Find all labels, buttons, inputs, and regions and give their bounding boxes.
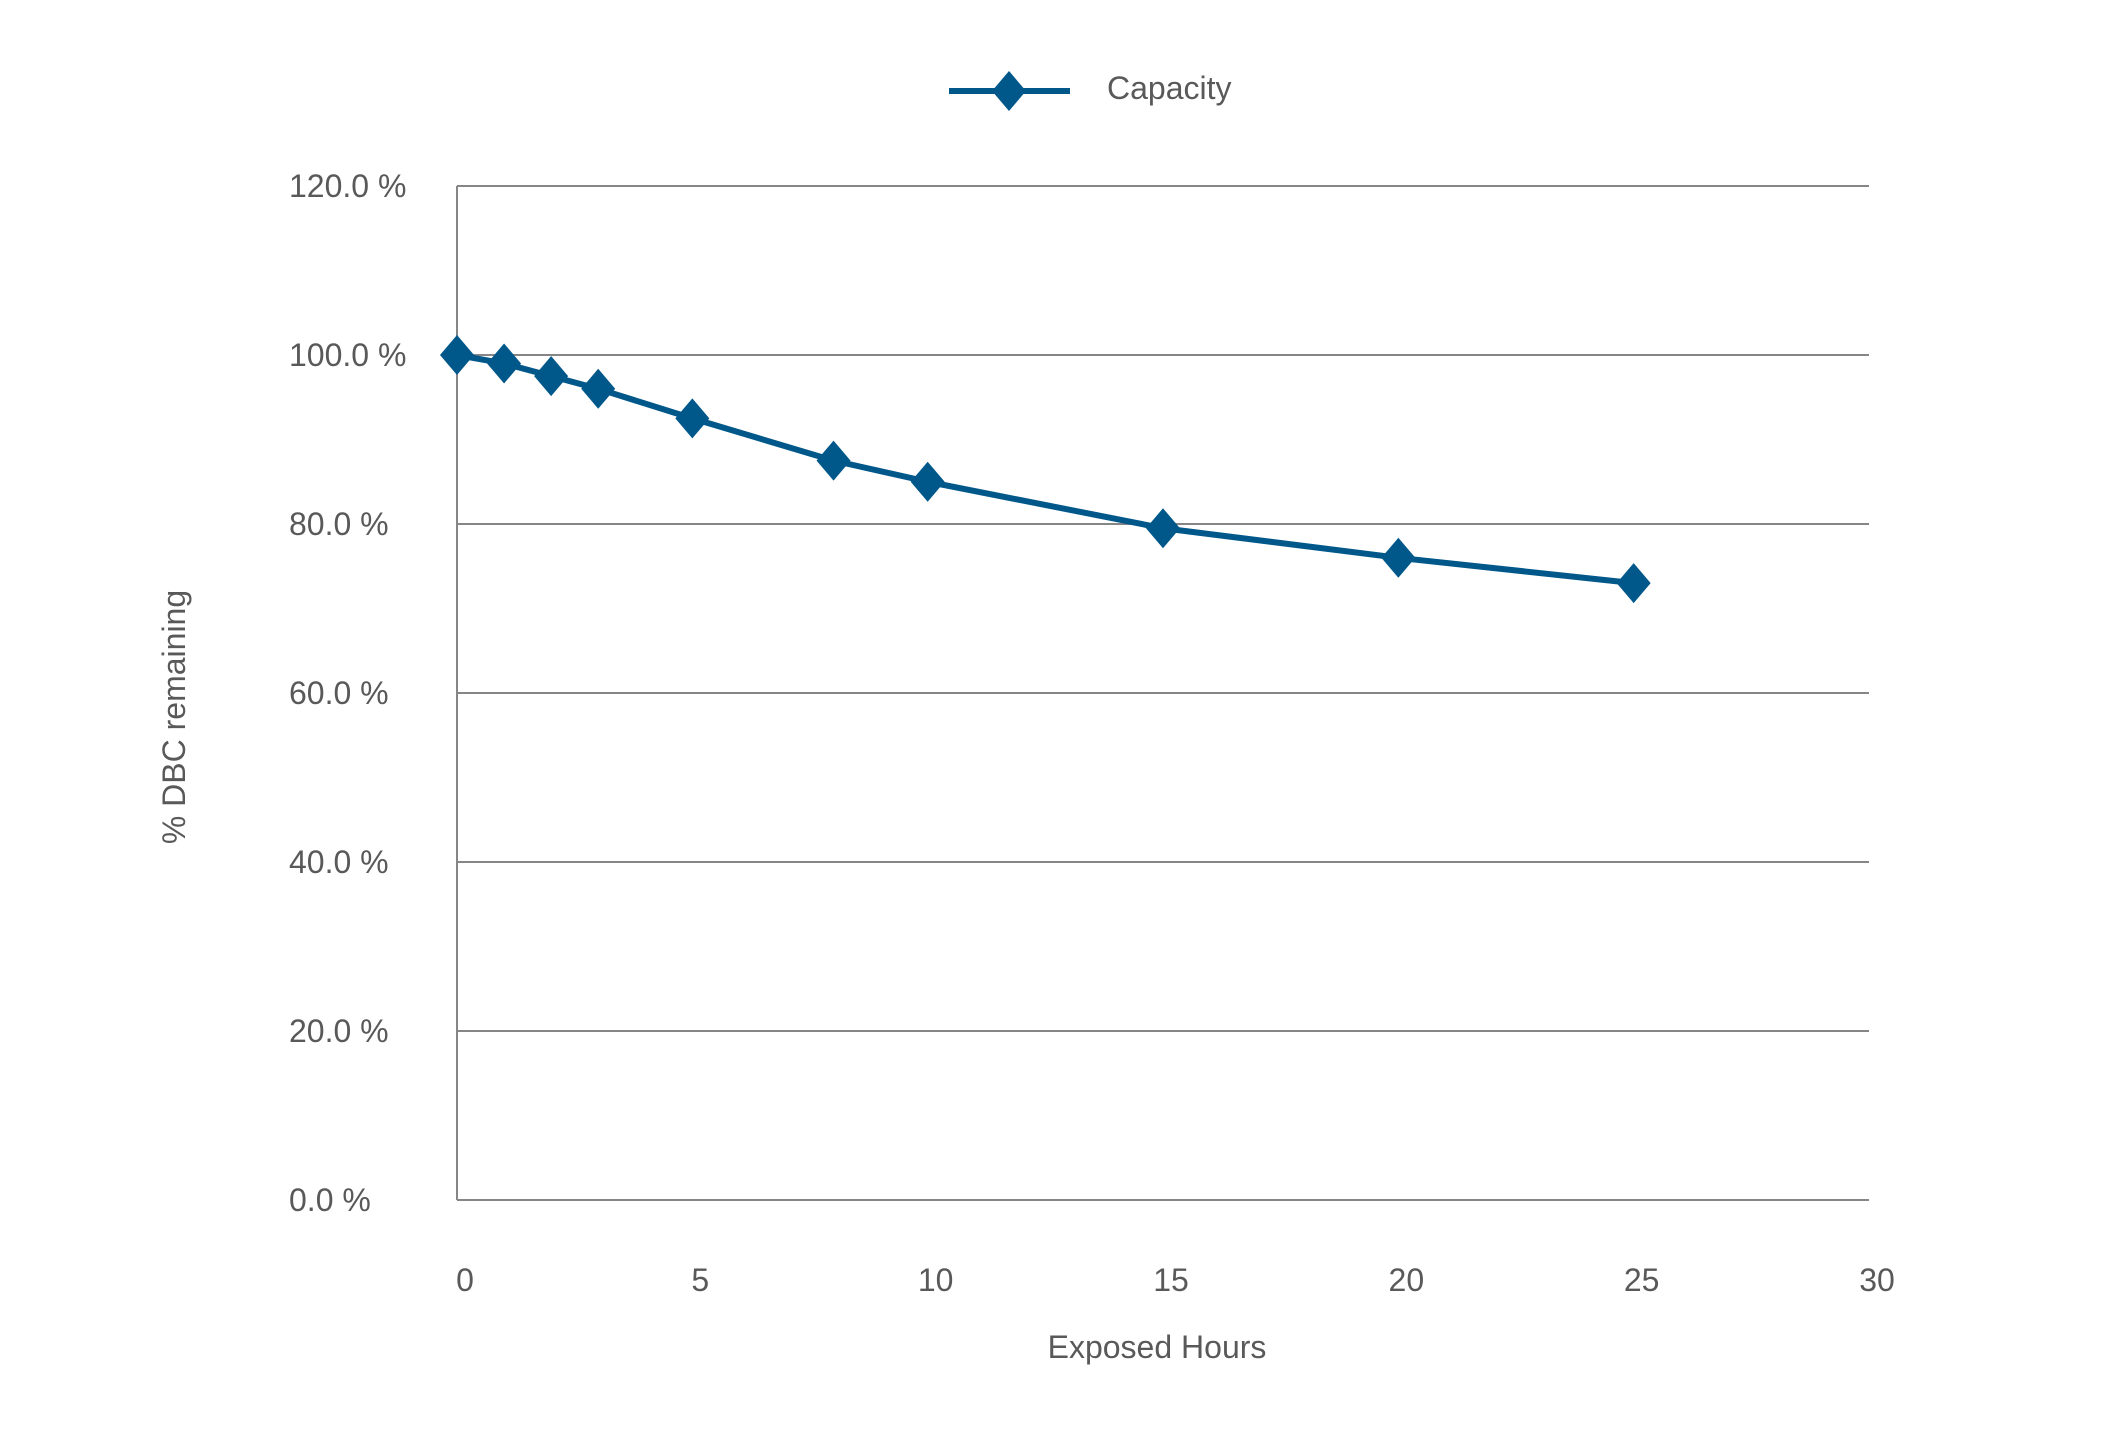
data-point-marker: [440, 335, 474, 375]
series-capacity: [440, 335, 1651, 604]
y-tick-label: 0.0 %: [289, 1182, 371, 1218]
legend-label-capacity: Capacity: [1107, 70, 1232, 106]
legend: Capacity: [949, 70, 1232, 111]
y-tick-label: 120.0 %: [289, 168, 406, 204]
y-axis-label: % DBC remaining: [156, 590, 192, 844]
x-tick-label: 10: [918, 1262, 954, 1298]
series-line: [456, 352, 1634, 587]
x-tick-label: 5: [691, 1262, 709, 1298]
data-point-marker: [1381, 537, 1416, 578]
data-point-marker: [581, 368, 616, 409]
x-tick-label: 0: [456, 1262, 474, 1298]
legend-diamond-icon: [992, 71, 1026, 111]
x-tick-label: 25: [1624, 1262, 1660, 1298]
y-tick-label: 80.0 %: [289, 506, 389, 542]
y-tick-label: 20.0 %: [289, 1013, 389, 1049]
y-tick-label: 60.0 %: [289, 675, 389, 711]
x-tick-label: 20: [1389, 1262, 1425, 1298]
y-tick-label: 100.0 %: [289, 337, 406, 373]
data-point-marker: [675, 398, 710, 439]
x-tick-label: 15: [1153, 1262, 1189, 1298]
data-point-marker: [910, 461, 945, 502]
data-point-marker: [487, 343, 522, 384]
gridlines: [457, 185, 1869, 1032]
x-tick-labels: 0 5 10 15 20 25 30: [456, 1262, 1895, 1298]
data-point-marker: [1146, 508, 1180, 549]
data-point-marker: [534, 356, 569, 397]
data-point-marker: [1616, 563, 1651, 604]
y-tick-label: 40.0 %: [289, 844, 389, 880]
data-point-marker: [816, 440, 851, 481]
y-tick-labels: 0.0 % 20.0 % 40.0 % 60.0 % 80.0 % 100.0 % 120.…: [289, 168, 406, 1218]
x-axis-label: Exposed Hours: [1048, 1329, 1267, 1365]
x-tick-label: 30: [1859, 1262, 1895, 1298]
